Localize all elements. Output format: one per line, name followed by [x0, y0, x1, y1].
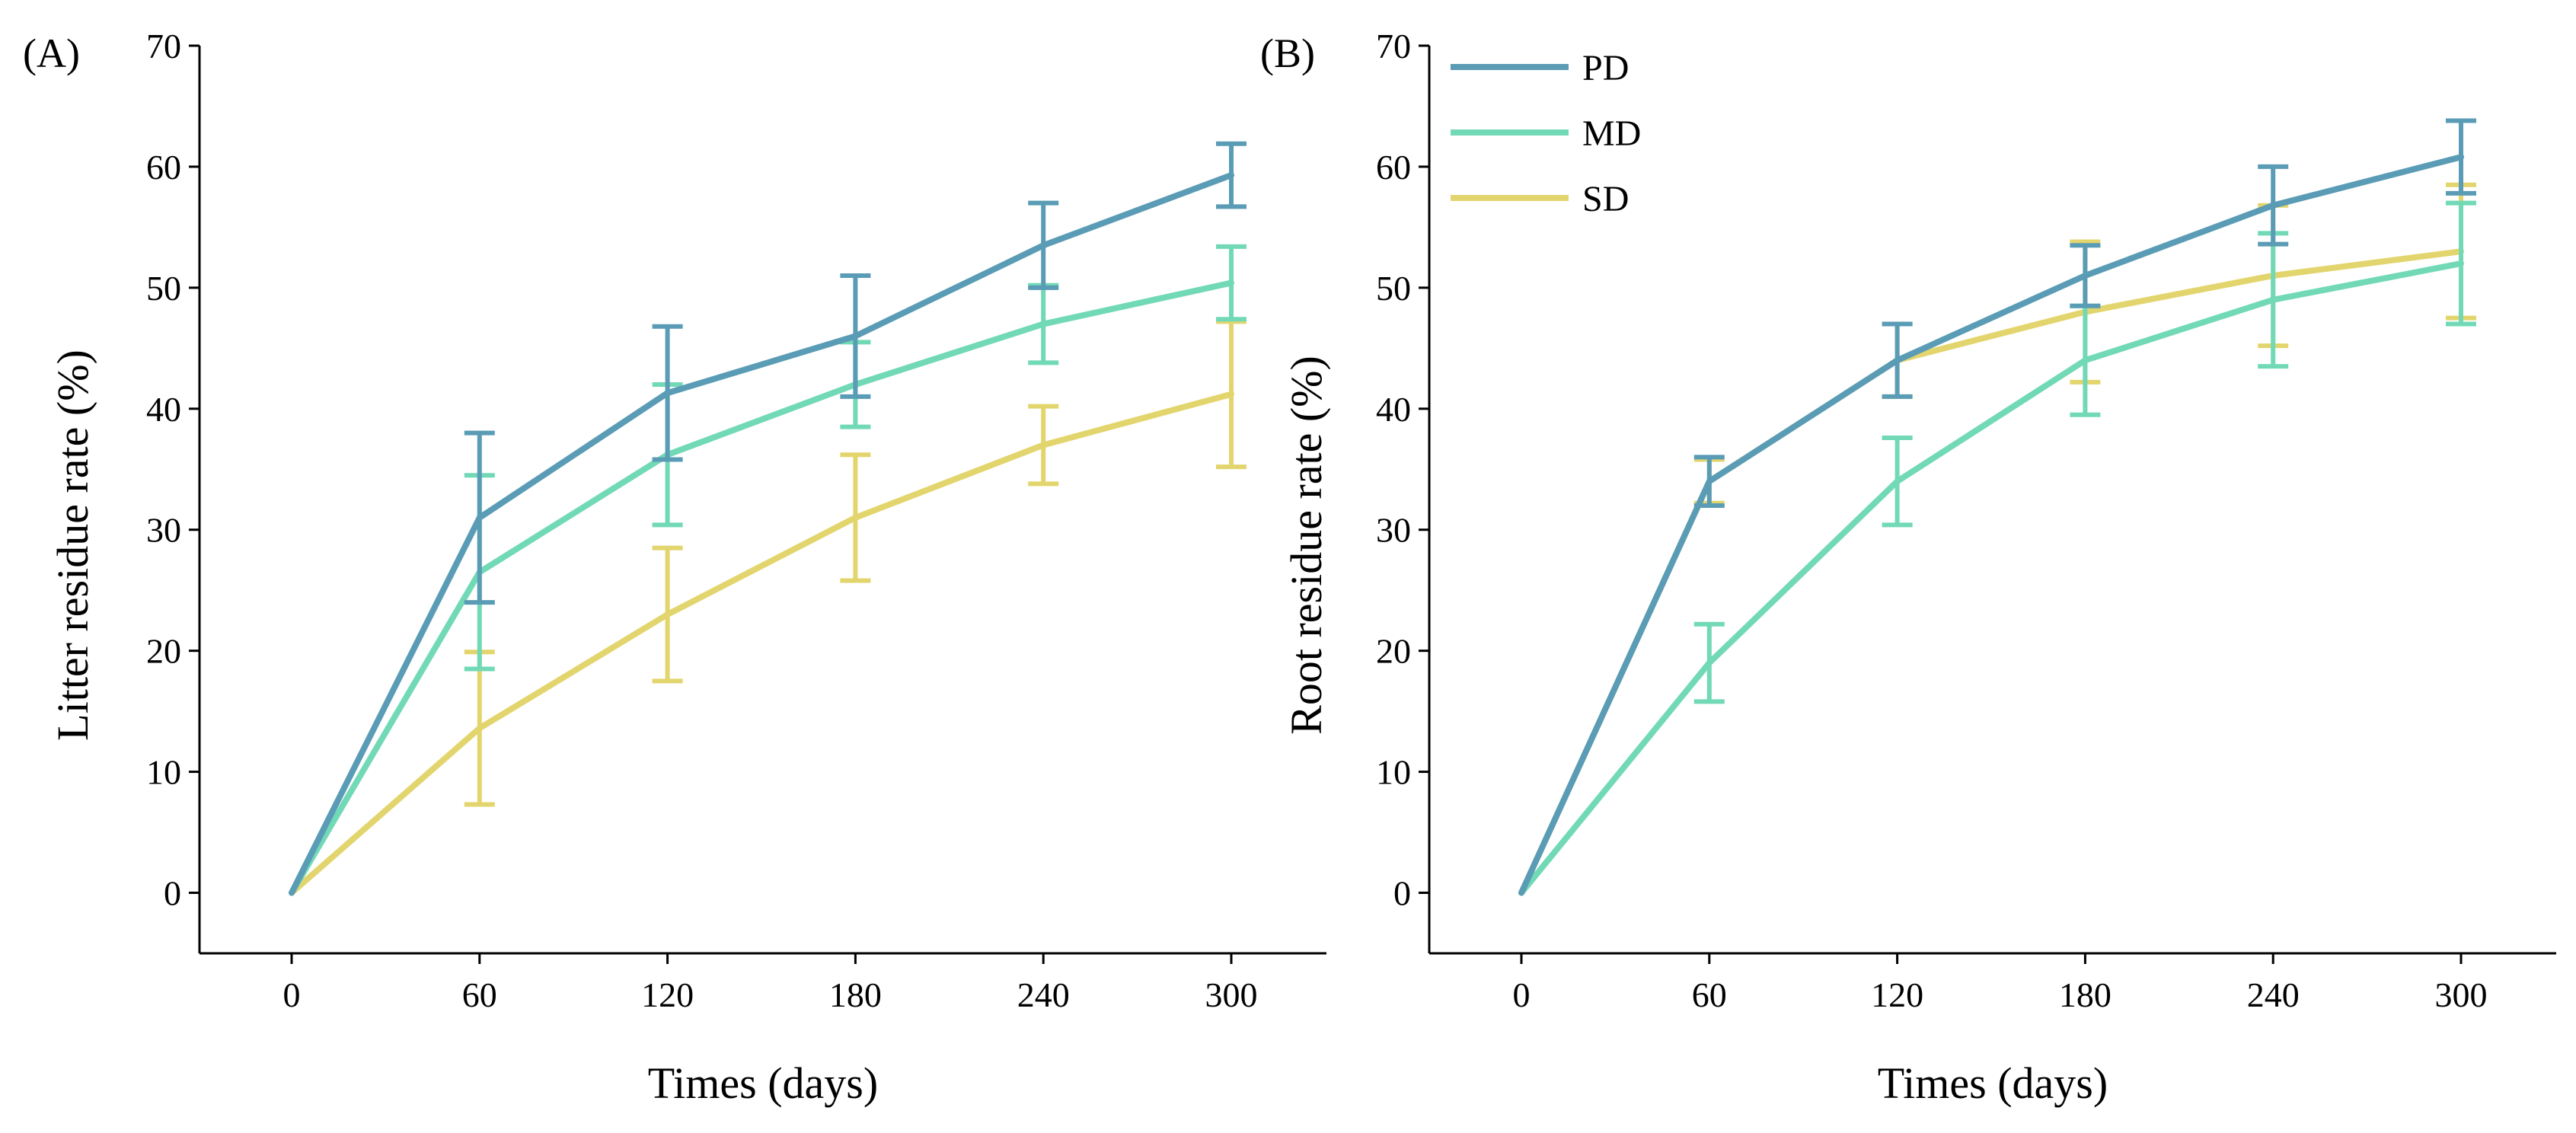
y-axis-title: Litter residue rate (%) — [48, 349, 97, 741]
error-bar — [840, 273, 871, 399]
x-tick-label: 180 — [2059, 975, 2112, 1014]
error-bar — [1028, 404, 1059, 487]
error-bar — [1028, 200, 1059, 290]
series-sd — [289, 319, 1247, 896]
series-md — [289, 244, 1247, 896]
chart-panel-1: 0 10 20 30 40 50 60 70 0 60 120 180 240 300 Times (day… — [1260, 27, 2556, 1108]
error-bar — [2070, 243, 2101, 308]
x-tick-label: 300 — [2435, 975, 2488, 1014]
y-tick-label: 60 — [1376, 148, 1411, 187]
error-bar — [2258, 164, 2289, 247]
legend-label-pd: PD — [1582, 48, 1629, 88]
y-tick-label: 60 — [146, 148, 181, 187]
x-tick-label: 0 — [1513, 975, 1531, 1014]
error-bar — [1693, 455, 1725, 508]
series-line-sd — [289, 391, 1234, 896]
y-axis-title: Root residue rate (%) — [1282, 356, 1331, 735]
y-tick-label: 0 — [164, 874, 181, 913]
series-line-md — [1518, 260, 2464, 896]
error-bar — [2070, 303, 2101, 417]
series-md — [1518, 200, 2476, 896]
y-tick-label: 20 — [146, 632, 181, 671]
y-tick-label: 30 — [1376, 511, 1411, 550]
y-tick-label: 0 — [1393, 874, 1411, 913]
series-line-md — [289, 279, 1234, 896]
x-axis-title: Times (days) — [1878, 1058, 2108, 1108]
error-bar — [464, 430, 495, 605]
error-bar — [652, 545, 683, 684]
error-bar — [652, 324, 683, 462]
x-axis-title: Times (days) — [648, 1058, 878, 1108]
series-line-sd — [1518, 248, 2464, 896]
x-tick-label: 240 — [1017, 975, 1070, 1014]
error-bar — [1882, 435, 1913, 528]
chart-panel-0: 0 10 20 30 40 50 60 70 0 60 120 180 240 300 Times (day… — [23, 27, 1326, 1108]
x-tick-label: 180 — [829, 975, 882, 1014]
legend-label-sd: SD — [1582, 179, 1629, 219]
x-tick-label: 240 — [2247, 975, 2300, 1014]
panel-label: (B) — [1260, 30, 1315, 76]
y-tick-label: 50 — [146, 269, 181, 308]
series-line-pd — [289, 172, 1234, 896]
y-tick-label: 10 — [1376, 753, 1411, 792]
x-tick-label: 60 — [1692, 975, 1727, 1014]
y-tick-label: 10 — [146, 753, 181, 792]
x-tick-label: 120 — [641, 975, 694, 1014]
series-line-pd — [1518, 154, 2464, 896]
error-bar — [464, 649, 495, 807]
x-tick-label: 0 — [283, 975, 301, 1014]
y-tick-label: 30 — [146, 511, 181, 550]
error-bar — [2446, 118, 2476, 196]
x-tick-label: 60 — [462, 975, 497, 1014]
legend: PD MD SD — [1451, 48, 1641, 219]
error-bar — [840, 452, 871, 583]
legend-label-md: MD — [1582, 113, 1641, 154]
error-bar — [2446, 200, 2476, 327]
panel-label: (A) — [23, 30, 80, 76]
series-pd — [1518, 118, 2476, 896]
error-bar — [1216, 319, 1247, 470]
x-tick-label: 300 — [1205, 975, 1258, 1014]
series-pd — [289, 141, 1247, 896]
y-tick-label: 40 — [1376, 390, 1411, 429]
error-bar — [1693, 621, 1725, 704]
error-bar — [1882, 321, 1913, 399]
y-tick-label: 50 — [1376, 269, 1411, 308]
error-bar — [1216, 141, 1247, 209]
y-tick-label: 70 — [1376, 27, 1411, 65]
error-bar — [1216, 244, 1247, 322]
y-tick-label: 70 — [146, 27, 181, 65]
y-tick-label: 40 — [146, 390, 181, 429]
x-tick-label: 120 — [1871, 975, 1923, 1014]
y-tick-label: 20 — [1376, 632, 1411, 671]
